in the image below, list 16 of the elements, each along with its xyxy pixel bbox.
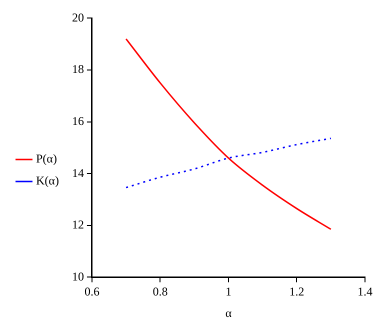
x-tick-label: 1 <box>225 284 232 299</box>
x-axis-title: α <box>225 306 232 320</box>
line-series <box>125 138 332 188</box>
y-tick-label: 14 <box>72 166 84 180</box>
legend-label: K(α) <box>36 174 59 188</box>
x-tick-label: 1.4 <box>358 284 372 299</box>
y-tick-label: 20 <box>72 10 84 24</box>
x-tick-label: 1.2 <box>289 284 304 299</box>
line-series <box>125 38 332 230</box>
x-tick-label: 0.6 <box>84 284 100 299</box>
y-tick-label: 18 <box>72 62 84 76</box>
y-tick-label: 10 <box>72 269 84 284</box>
y-tick-label: 12 <box>72 218 84 232</box>
x-tick-label: 0.8 <box>152 284 168 299</box>
y-tick-label: 16 <box>72 114 84 128</box>
legend-label: P(α) <box>36 152 57 166</box>
